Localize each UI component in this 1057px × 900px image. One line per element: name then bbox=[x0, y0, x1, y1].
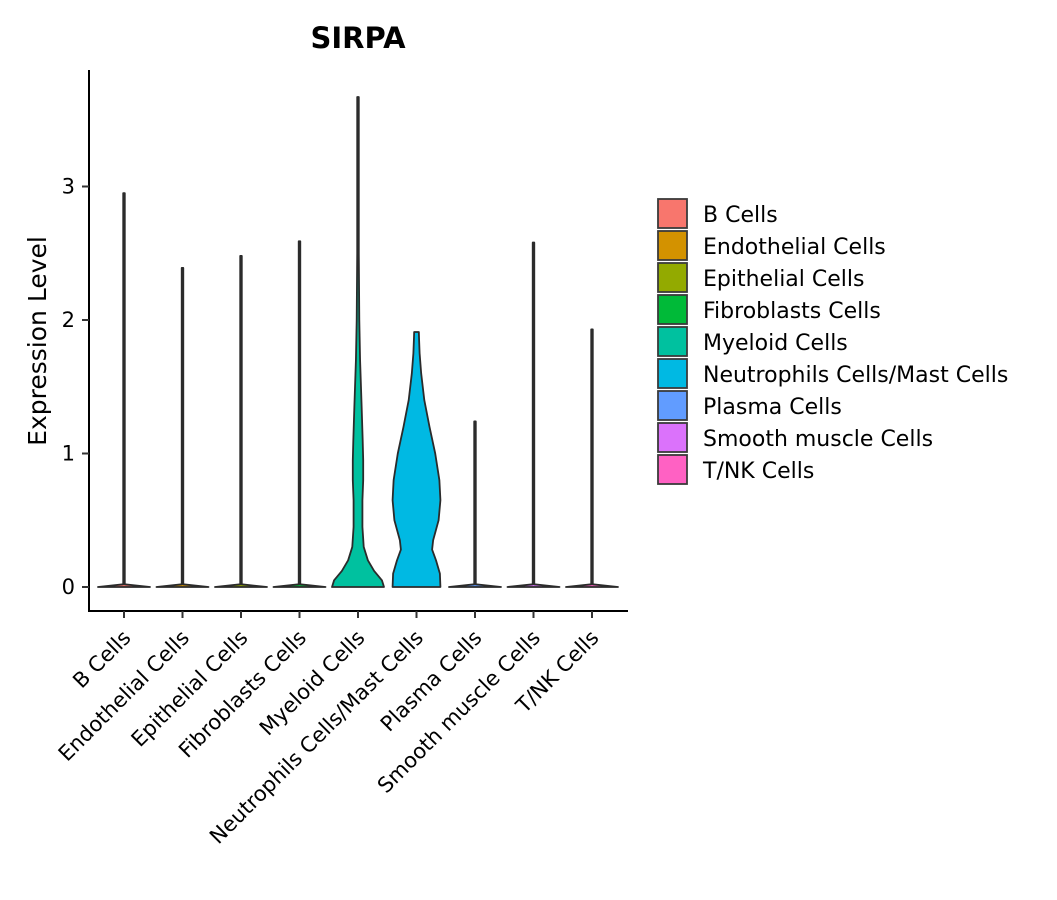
violin-epithelial-cells bbox=[214, 255, 268, 588]
violin-t-nk-cells bbox=[565, 328, 619, 588]
y-tick-label: 1 bbox=[62, 442, 75, 466]
legend-label: T/NK Cells bbox=[702, 459, 814, 484]
violin-smooth-muscle-cells bbox=[506, 241, 561, 588]
legend-label: Endothelial Cells bbox=[703, 235, 886, 260]
legend-key bbox=[657, 262, 688, 293]
y-tick-label: 2 bbox=[62, 308, 75, 332]
legend-label: Plasma Cells bbox=[703, 395, 842, 420]
y-tick-label: 0 bbox=[62, 575, 75, 599]
x-tick-label: Plasma Cells bbox=[376, 626, 487, 737]
legend-key bbox=[657, 230, 688, 261]
legend-key bbox=[657, 422, 688, 453]
violin-fibroblasts-cells bbox=[272, 240, 327, 588]
legend-key bbox=[657, 358, 688, 389]
violin-plasma-cells bbox=[448, 420, 502, 588]
legend-label: Myeloid Cells bbox=[703, 331, 848, 356]
legend-label: Smooth muscle Cells bbox=[703, 427, 933, 452]
legend: B Cells Endothelial Cells Epithelial Cells… bbox=[657, 198, 1008, 485]
violin-b-cells bbox=[97, 192, 151, 588]
y-tick-label: 3 bbox=[62, 175, 75, 199]
legend-label: B Cells bbox=[703, 203, 778, 228]
legend-key bbox=[657, 326, 688, 357]
legend-label: Fibroblasts Cells bbox=[703, 299, 881, 324]
legend-key bbox=[657, 390, 688, 421]
legend-label: Neutrophils Cells/Mast Cells bbox=[703, 363, 1008, 388]
legend-key bbox=[657, 198, 688, 229]
legend-key bbox=[657, 454, 688, 485]
legend-label: Epithelial Cells bbox=[703, 267, 864, 292]
x-tick-label: Neutrophils Cells/Mast Cells bbox=[205, 626, 428, 849]
chart-title: SIRPA bbox=[310, 21, 406, 55]
y-axis-title: Expression Level bbox=[23, 236, 52, 446]
violin-endothelial-cells bbox=[155, 267, 210, 588]
legend-key bbox=[657, 294, 688, 325]
violin-myeloid-cells bbox=[331, 96, 385, 588]
violin-neutrophils-cells-mast-cells bbox=[391, 331, 442, 588]
